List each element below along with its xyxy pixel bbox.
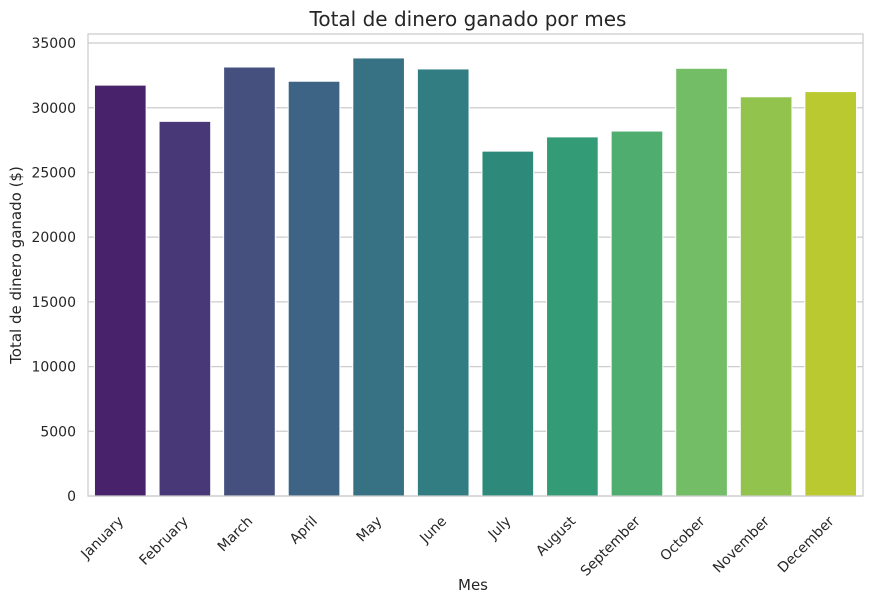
y-tick-label: 30000: [31, 101, 76, 117]
y-tick-label: 0: [67, 489, 76, 505]
y-tick-label: 10000: [31, 360, 76, 376]
y-tick-label: 35000: [31, 36, 76, 52]
bar-june: [416, 68, 470, 497]
bar-january: [93, 84, 147, 497]
x-tick-label: March: [215, 514, 256, 555]
x-tick-labels: January February March April May June July Augu…: [78, 513, 838, 579]
x-tick-label: July: [485, 514, 515, 544]
bar-april: [287, 80, 341, 497]
bar-february: [158, 120, 212, 497]
grid-lines: [88, 42, 863, 497]
y-axis-label: Total de dinero ganado ($): [7, 166, 25, 365]
x-tick-label: December: [775, 513, 838, 576]
x-tick-label: August: [533, 513, 579, 559]
bar-july: [481, 150, 535, 497]
y-tick-label: 20000: [31, 230, 76, 246]
bar-december: [804, 91, 858, 497]
x-tick-label: February: [137, 514, 192, 569]
x-tick-label: October: [657, 513, 708, 564]
y-tick-label: 25000: [31, 165, 76, 181]
x-axis-label: Mes: [458, 576, 488, 594]
y-tick-labels: 0 5000 10000 15000 20000 25000 30000 35000: [31, 36, 76, 505]
x-tick-label: November: [710, 513, 773, 576]
bar-november: [739, 96, 793, 497]
bar-october: [675, 67, 728, 497]
y-tick-label: 15000: [31, 295, 76, 311]
x-tick-label: April: [287, 514, 321, 548]
bar-august: [546, 136, 599, 497]
plot-frame: [87, 33, 864, 497]
x-tick-label: January: [78, 514, 128, 564]
bars: [93, 57, 858, 497]
x-tick-label: September: [578, 513, 644, 579]
bar-september: [610, 130, 664, 497]
bar-march: [223, 66, 276, 497]
bar-may: [352, 57, 405, 497]
x-tick-label: May: [354, 514, 386, 546]
y-tick-label: 5000: [40, 424, 76, 440]
x-tick-label: June: [416, 514, 450, 548]
chart-title: Total de dinero ganado por mes: [309, 7, 627, 31]
